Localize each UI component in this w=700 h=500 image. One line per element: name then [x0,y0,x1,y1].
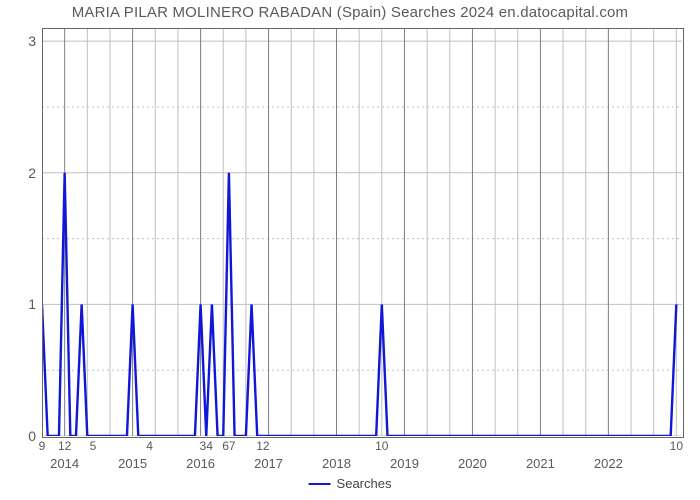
y-tick-label: 2 [0,165,36,181]
value-label: 10 [375,439,388,453]
x-tick-label: 2022 [594,456,623,471]
value-label: 12 [256,439,269,453]
x-tick-label: 2018 [322,456,351,471]
value-label: 34 [200,439,213,453]
x-tick-label: 2014 [50,456,79,471]
value-label: 12 [58,439,71,453]
x-tick-label: 2017 [254,456,283,471]
x-tick-label: 2021 [526,456,555,471]
x-tick-label: 2020 [458,456,487,471]
legend-swatch [309,483,331,485]
y-tick-label: 3 [0,33,36,49]
legend-label: Searches [337,476,392,491]
plot-area [42,28,682,436]
x-tick-label: 2015 [118,456,147,471]
y-tick-label: 0 [0,428,36,444]
value-label: 67 [222,439,235,453]
value-label: 9 [39,439,46,453]
x-tick-label: 2019 [390,456,419,471]
x-tick-label: 2016 [186,456,215,471]
value-label: 4 [146,439,153,453]
value-label: 5 [90,439,97,453]
chart-title: MARIA PILAR MOLINERO RABADAN (Spain) Sea… [0,4,700,21]
value-label: 10 [670,439,683,453]
legend: Searches [309,476,392,491]
y-tick-label: 1 [0,296,36,312]
